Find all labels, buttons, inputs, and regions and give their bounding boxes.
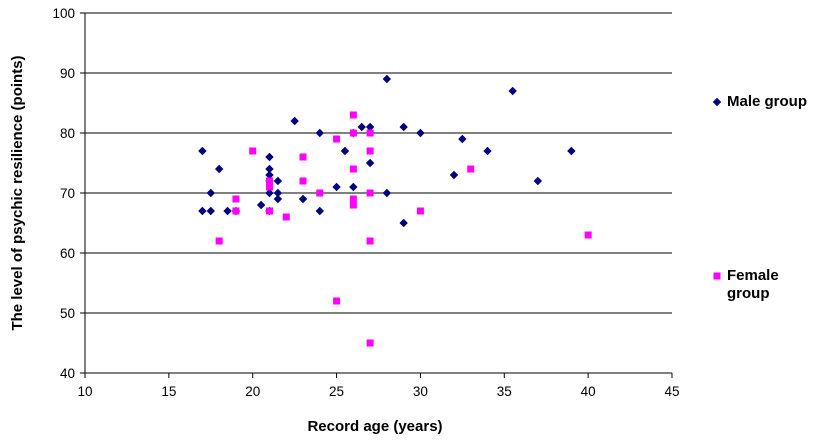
x-axis-title: Record age (years) <box>307 418 442 435</box>
female-group-point <box>584 231 592 239</box>
male-group-point <box>198 206 207 216</box>
male-group-point <box>399 218 408 228</box>
male-group-point <box>533 176 543 186</box>
male-group-point <box>298 194 308 204</box>
male-group-point <box>265 152 274 162</box>
x-tick-label: 20 <box>245 384 260 399</box>
female-group-point <box>366 147 374 155</box>
x-tick-label: 35 <box>497 384 512 399</box>
female-group-point <box>299 153 307 161</box>
female-group-point <box>366 339 374 347</box>
male-group-point <box>332 182 341 192</box>
x-tick-label: 25 <box>329 384 344 399</box>
female-group-point <box>265 177 273 185</box>
female-group-point <box>265 183 273 191</box>
male-group-point <box>458 134 467 144</box>
male-group-point <box>256 200 266 210</box>
male-group-point <box>365 158 375 168</box>
x-tick-label: 10 <box>77 384 92 399</box>
male-group-point <box>449 170 459 180</box>
female-group-point <box>333 135 341 143</box>
male-group-point <box>416 128 425 138</box>
male-group-point <box>349 182 358 192</box>
male-group-point <box>399 122 408 132</box>
male-group-point <box>265 170 274 180</box>
male-group-point <box>315 206 324 216</box>
female-group-point <box>215 237 223 245</box>
female-group-point <box>232 195 240 203</box>
female-group-point <box>265 207 273 215</box>
y-tick-label: 50 <box>60 306 75 321</box>
female-group-legend-label: group <box>727 285 770 302</box>
gridlines <box>85 12 672 314</box>
male-group-legend-marker <box>712 97 722 107</box>
female-group-point <box>333 297 341 305</box>
female-group-point <box>299 177 307 185</box>
x-tick-label: 45 <box>664 384 679 399</box>
y-tick-label: 60 <box>60 246 75 261</box>
female-group-point <box>349 195 357 203</box>
male-group-point <box>214 164 224 174</box>
female-group-point <box>366 129 374 137</box>
female-group-legend-label: Female <box>727 267 779 284</box>
male-group-point <box>365 122 375 132</box>
male-group-point <box>265 164 274 174</box>
female-group-point <box>282 213 290 221</box>
x-tick-label: 40 <box>581 384 596 399</box>
y-tick-label: 90 <box>60 66 75 81</box>
male-group-point <box>265 188 274 198</box>
male-group-point <box>223 206 232 216</box>
data-points <box>198 74 592 347</box>
male-group-point <box>567 146 576 156</box>
male-group-point <box>483 146 492 156</box>
female-group-point <box>366 189 374 197</box>
male-group-point <box>340 146 350 156</box>
female-group-point <box>349 201 357 209</box>
male-group-point <box>382 74 392 84</box>
male-group-point <box>357 122 366 132</box>
female-group-point <box>349 111 357 119</box>
y-axis-title: The level of psychic resilience (points) <box>9 55 26 330</box>
male-group-point <box>273 194 283 204</box>
y-tick-label: 100 <box>52 6 75 21</box>
x-tick-label: 30 <box>413 384 428 399</box>
female-group-legend-marker <box>713 272 721 280</box>
male-group-legend-label: Male group <box>727 93 807 110</box>
male-group-point <box>206 188 215 198</box>
male-group-point <box>198 146 207 156</box>
female-group-point <box>232 207 240 215</box>
female-group-point <box>249 147 257 155</box>
male-group-point <box>273 188 283 198</box>
male-group-point <box>508 86 517 96</box>
tick-labels: 40 50 60 70 80 90 100 10 15 20 25 30 35 40 45 <box>52 6 679 399</box>
female-group-point <box>349 165 357 173</box>
y-tick-label: 80 <box>60 126 75 141</box>
x-tick-label: 15 <box>161 384 176 399</box>
female-group-point <box>366 237 374 245</box>
male-group-point <box>382 188 392 198</box>
y-tick-label: 40 <box>60 366 75 381</box>
male-group-point <box>290 116 299 126</box>
axes <box>80 12 673 378</box>
female-group-point <box>467 165 475 173</box>
female-group-point <box>316 189 324 197</box>
male-group-point <box>273 176 283 186</box>
female-group-point <box>349 129 357 137</box>
female-group-point <box>416 207 424 215</box>
male-group-point <box>315 128 324 138</box>
y-tick-label: 70 <box>60 186 75 201</box>
male-group-point <box>206 206 215 216</box>
